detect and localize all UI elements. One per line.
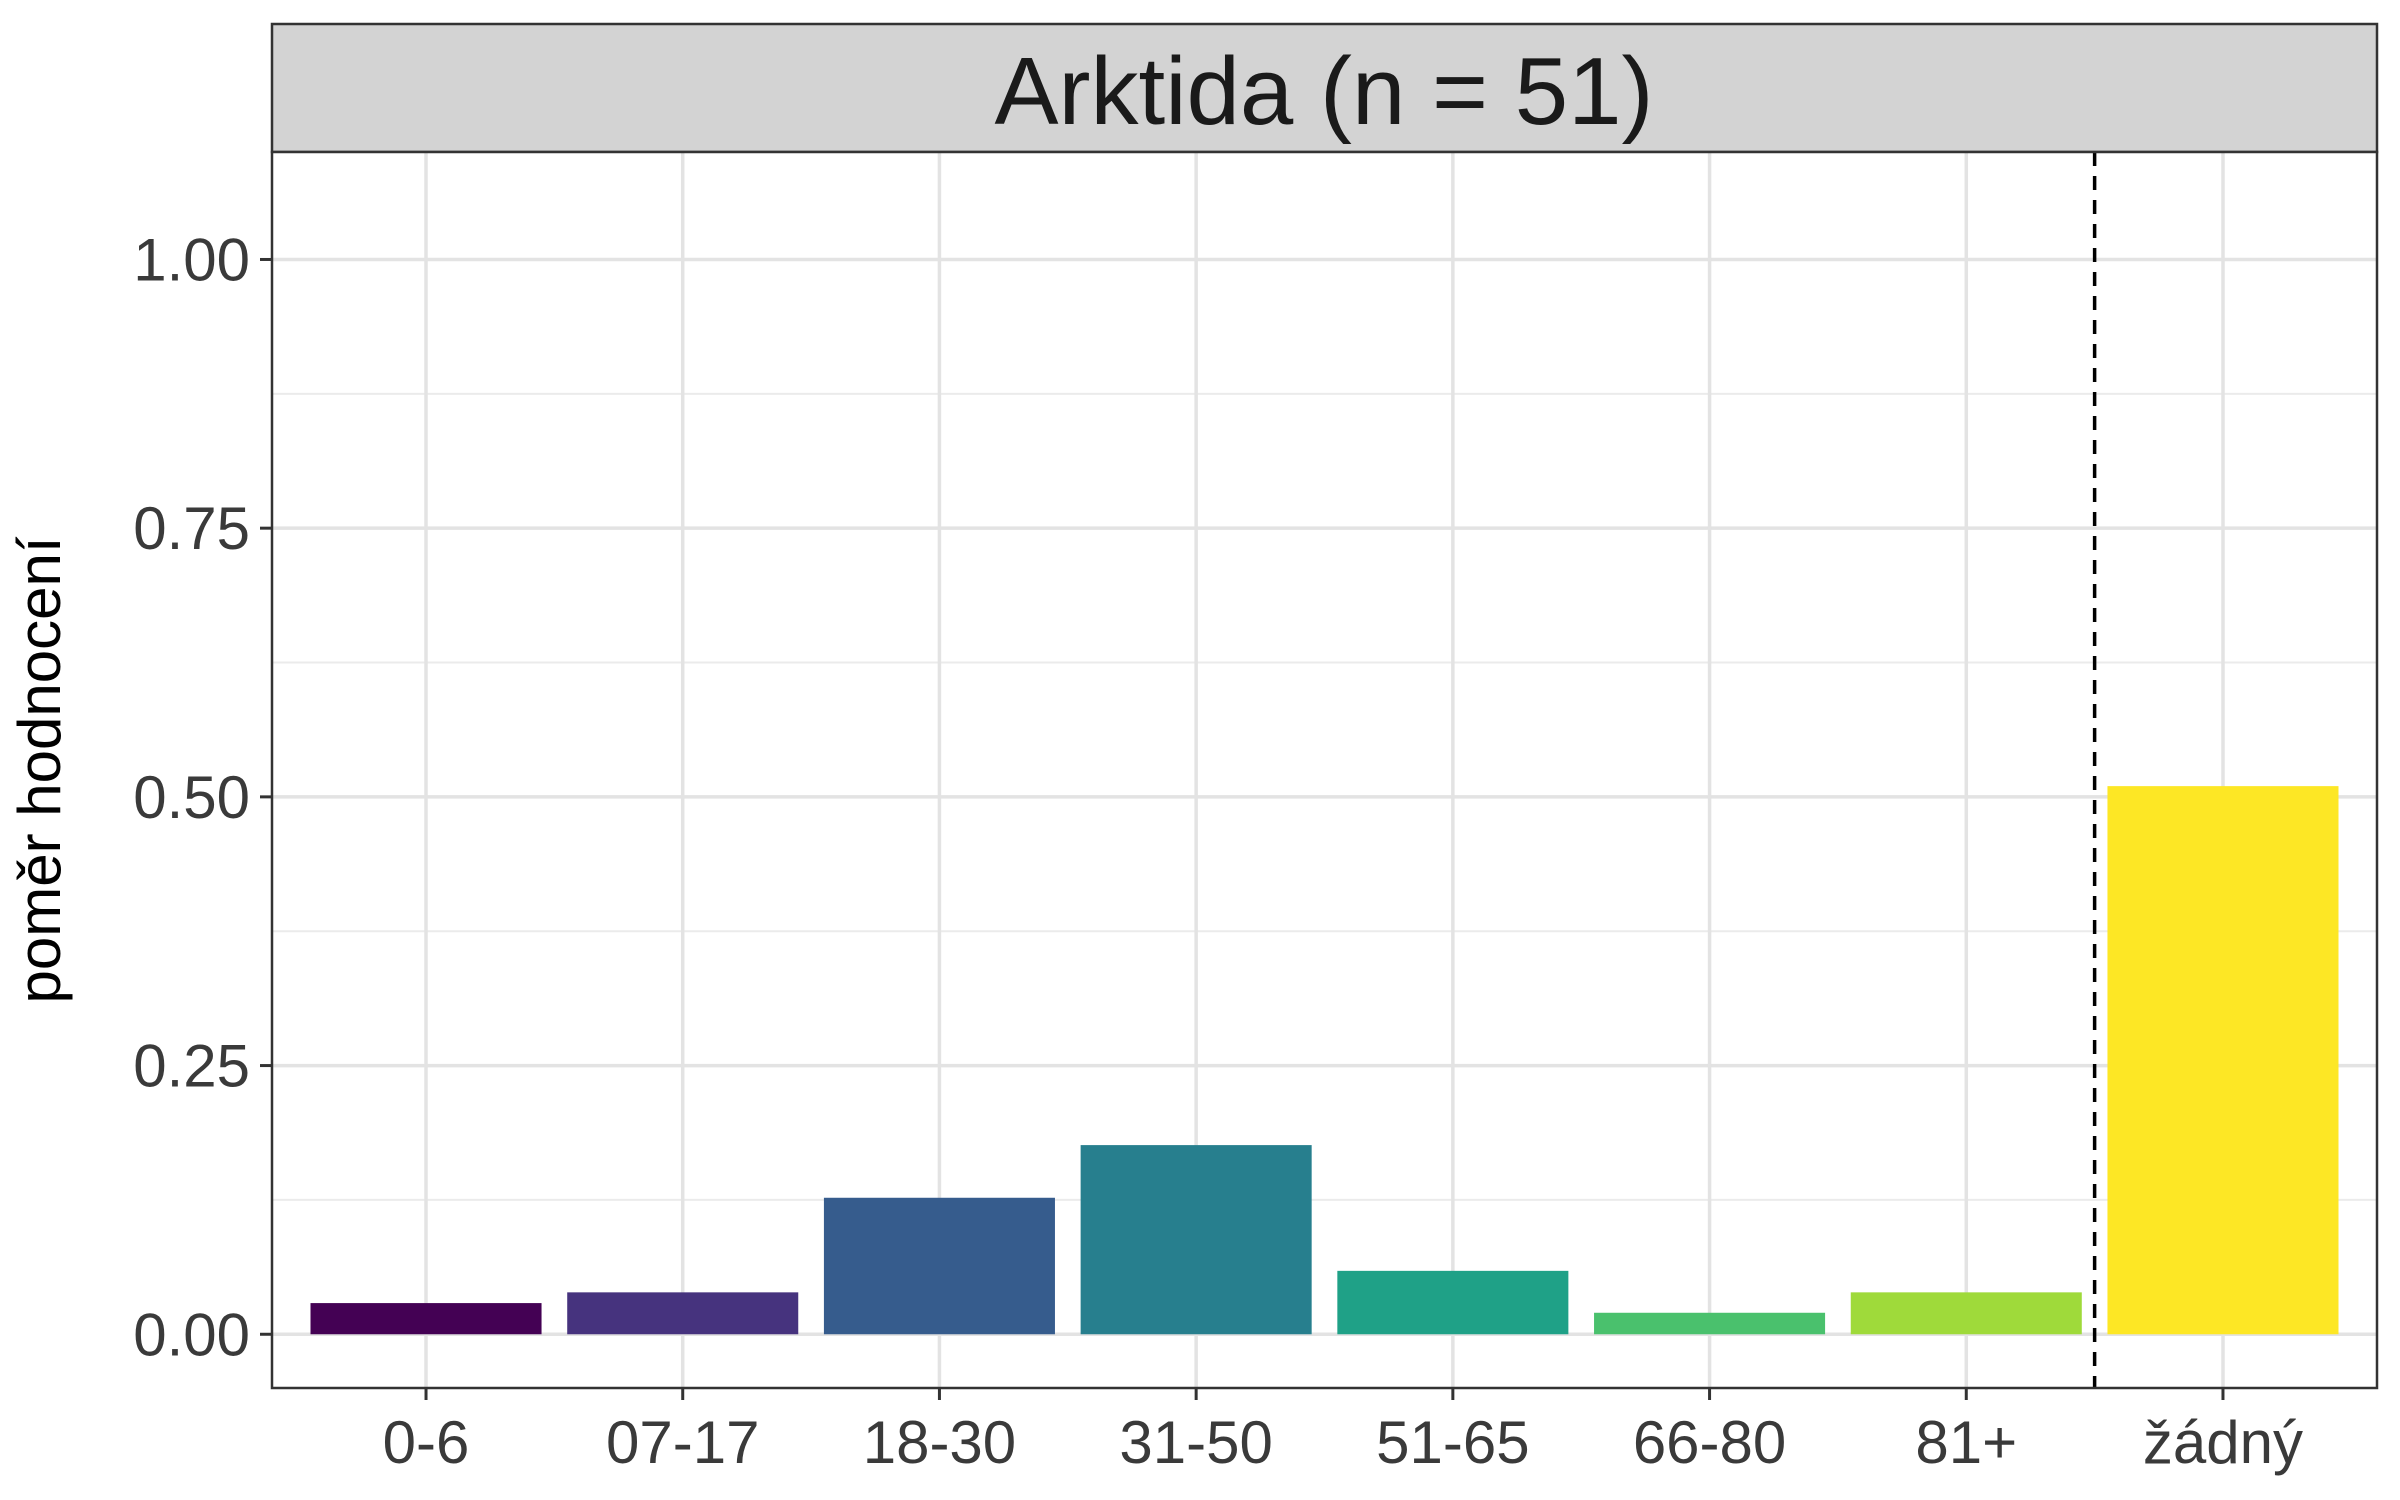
x-axis: 0-6 07-17 18-30 31-50 51-65 66-80 81+ žádný — [383, 1388, 2303, 1476]
y-tick-label: 1.00 — [133, 226, 250, 293]
y-tick-label: 0.50 — [133, 764, 250, 831]
y-tick-label: 0.25 — [133, 1033, 250, 1100]
plot-panel — [272, 152, 2377, 1388]
x-tick-label: 51-65 — [1376, 1409, 1529, 1476]
panel-border — [270, 150, 2379, 1390]
bar-51-65 — [1337, 1270, 1569, 1335]
bar-81+ — [1850, 1292, 2082, 1335]
x-tick-label: 18-30 — [863, 1409, 1016, 1476]
x-tick-label: 81+ — [1915, 1409, 2017, 1476]
bar-66-80 — [1594, 1312, 1826, 1335]
grid-lines — [272, 152, 2377, 1388]
x-tick-label: 66-80 — [1633, 1409, 1786, 1476]
bar-0-6 — [310, 1303, 542, 1335]
x-tick-label: 07-17 — [606, 1409, 759, 1476]
y-axis: 0.00 0.25 0.50 0.75 1.00 — [133, 226, 272, 1368]
bar-07-17 — [567, 1292, 799, 1335]
facet-strip — [270, 22, 2379, 154]
y-tick-label: 0.00 — [133, 1301, 250, 1368]
bar-žádný — [2107, 786, 2339, 1335]
x-tick-label: 31-50 — [1119, 1409, 1272, 1476]
y-axis-title: poměr hodnocení — [6, 536, 73, 1003]
y-tick-label: 0.75 — [133, 495, 250, 562]
x-tick-label: 0-6 — [383, 1409, 470, 1476]
facet-title: Arktida (n = 51) — [995, 38, 1654, 145]
bar-31-50 — [1080, 1145, 1312, 1335]
bar-18-30 — [823, 1197, 1055, 1335]
x-tick-label: žádný — [2143, 1409, 2303, 1476]
bars — [310, 786, 2339, 1335]
